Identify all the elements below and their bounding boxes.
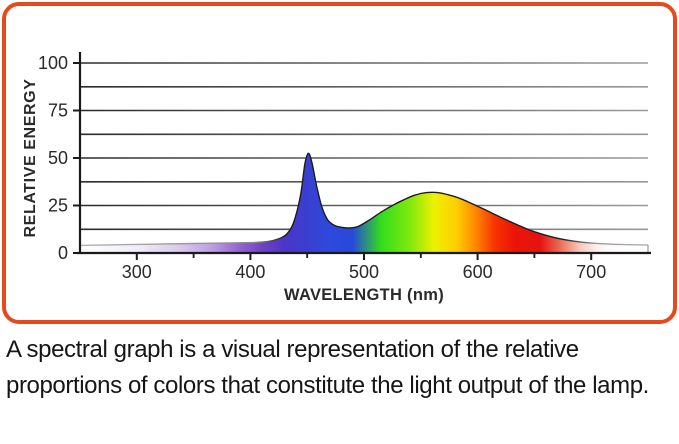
x-tick-label: 700 <box>576 262 606 282</box>
tick-marks <box>73 62 593 260</box>
y-axis-title: RELATIVE ENERGY <box>22 78 39 238</box>
caption-text: A spectral graph is a visual representat… <box>6 336 649 400</box>
x-tick-label: 600 <box>463 262 493 282</box>
x-tick-label: 400 <box>235 262 265 282</box>
x-tick-label: 500 <box>349 262 379 282</box>
spectral-chart: 0 25 50 75 100 300 400 500 600 700 <box>38 52 651 282</box>
y-axis-tick-labels: 0 25 50 75 100 <box>38 53 68 263</box>
horizontal-gridlines <box>80 62 648 231</box>
x-axis-title: WAVELENGTH (nm) <box>283 286 445 304</box>
spectral-curve-outline <box>79 152 649 247</box>
y-tick-label: 50 <box>48 148 68 168</box>
chart-frame-border <box>2 2 677 324</box>
spectral-curve-fill <box>80 153 648 253</box>
y-tick-label: 100 <box>38 53 68 73</box>
y-tick-label: 25 <box>48 196 68 216</box>
y-tick-label: 0 <box>58 243 68 263</box>
x-tick-label: 300 <box>122 262 152 282</box>
y-tick-label: 75 <box>48 101 68 121</box>
x-axis-tick-labels: 300 400 500 600 700 <box>122 262 606 282</box>
